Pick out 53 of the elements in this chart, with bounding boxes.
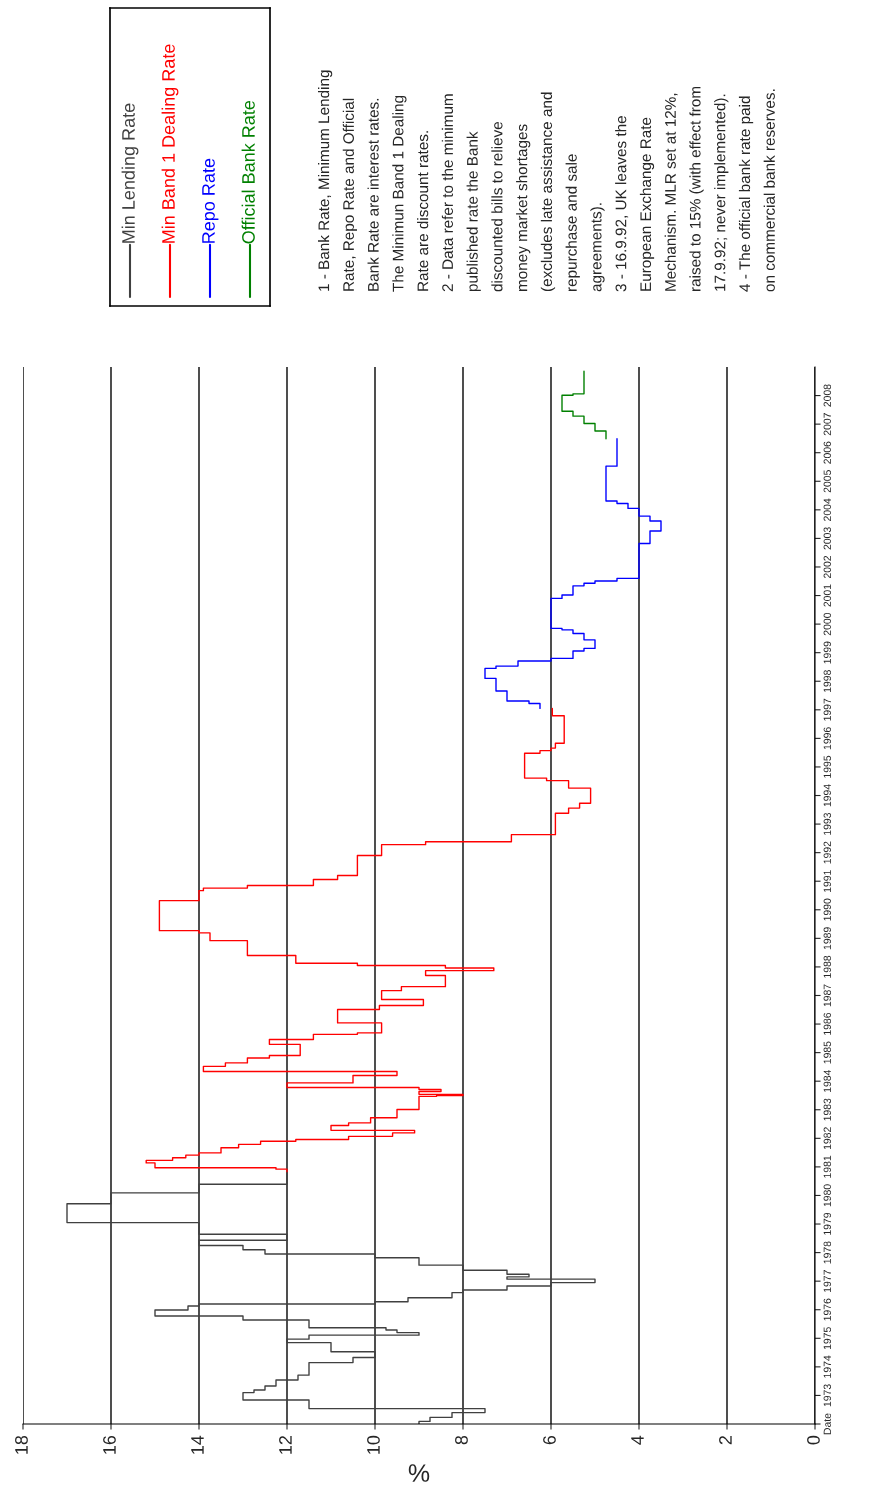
y-tick-label: 1988	[823, 955, 831, 978]
y-tick-label: 2003	[823, 527, 831, 550]
y-tick-label: 1989	[823, 927, 831, 950]
y-tick-label: Date	[823, 1413, 831, 1435]
y-tick-label: 1992	[823, 841, 831, 864]
y-tick-label: 1998	[823, 670, 831, 693]
text: Official Bank Rate	[241, 100, 255, 244]
x-tick-label: 12	[279, 1436, 292, 1454]
y-tick-label: 1983	[823, 1098, 831, 1121]
y-tick-label: 1973	[823, 1384, 831, 1407]
y-tick-label: 1995	[823, 755, 831, 778]
y-tick-label: 1977	[823, 1270, 831, 1292]
y-tick-label: 2007	[823, 413, 831, 436]
y-tick-label: 1982	[823, 1127, 831, 1150]
x-tick-label: 10	[367, 1435, 380, 1454]
y-tick-label: 2002	[823, 555, 831, 579]
y-tick-label: 1991	[823, 870, 831, 893]
y-tick-label: 1975	[823, 1327, 831, 1350]
y-tick-label: 2008	[823, 384, 831, 407]
y-tick-label: 1976	[823, 1298, 831, 1321]
y-tick-label: 1978	[823, 1241, 831, 1264]
y-tick-label: 1984	[823, 1069, 831, 1092]
y-tick-label: 1986	[823, 1012, 831, 1035]
y-tick-label: 1987	[823, 984, 831, 1007]
x-tick-label: 6	[543, 1435, 556, 1445]
x-tick-label: 4	[631, 1435, 644, 1445]
y-tick-label: 1999	[823, 641, 831, 664]
y-tick-label: 1985	[823, 1041, 831, 1064]
y-tick-label: 2001	[823, 584, 831, 607]
y-tick-label: 2006	[823, 441, 831, 464]
x-tick-label: 14	[191, 1435, 204, 1454]
y-tick-label: 1981	[823, 1155, 831, 1178]
text: Min Lending Rate	[121, 103, 139, 243]
x-tick-label: 16	[103, 1435, 116, 1454]
text: Repo Rate	[202, 158, 219, 243]
y-tick-label: 2005	[823, 470, 831, 493]
x-tick-label: 0	[807, 1435, 820, 1445]
text: Min Band 1 Dealing Rate	[161, 44, 179, 243]
y-tick-label: 1990	[823, 898, 831, 921]
y-tick-label: 1994	[823, 784, 831, 807]
y-tick-label: 1996	[823, 727, 831, 750]
y-tick-label: 1979	[823, 1212, 831, 1235]
x-axis-title: %	[408, 1464, 430, 1482]
x-tick-label: 2	[719, 1436, 732, 1445]
text: 1 - Bank Rate, Minimum Lending Rate, Repo Rate and Official Bank Rate are interest rates. The Minimun Band 1 Dealing Rate are discount rates. 2 - Data refer to the minimum published rate the Bank discounted bills to relieve money market shortages (excludes late assistance and repurchase and sale agreements). 3 - 16.9.92, UK leaves the European Exchange Rate Mechanism. MLR set at 12%, raised to 15% (with effect from 17.9.92; never implemented). 4 - The official bank rate paid on commercial bank reserves.	[318, 70, 775, 292]
y-tick-label: 1974	[823, 1355, 831, 1378]
y-tick-label: 1993	[823, 812, 831, 835]
y-tick-label: 2000	[823, 612, 831, 636]
y-tick-label: 1980	[823, 1184, 831, 1207]
x-tick-label: 18	[15, 1435, 28, 1454]
x-tick-label: 8	[455, 1435, 468, 1445]
y-tick-label: 1997	[823, 698, 831, 721]
y-tick-label: 2004	[823, 498, 831, 521]
